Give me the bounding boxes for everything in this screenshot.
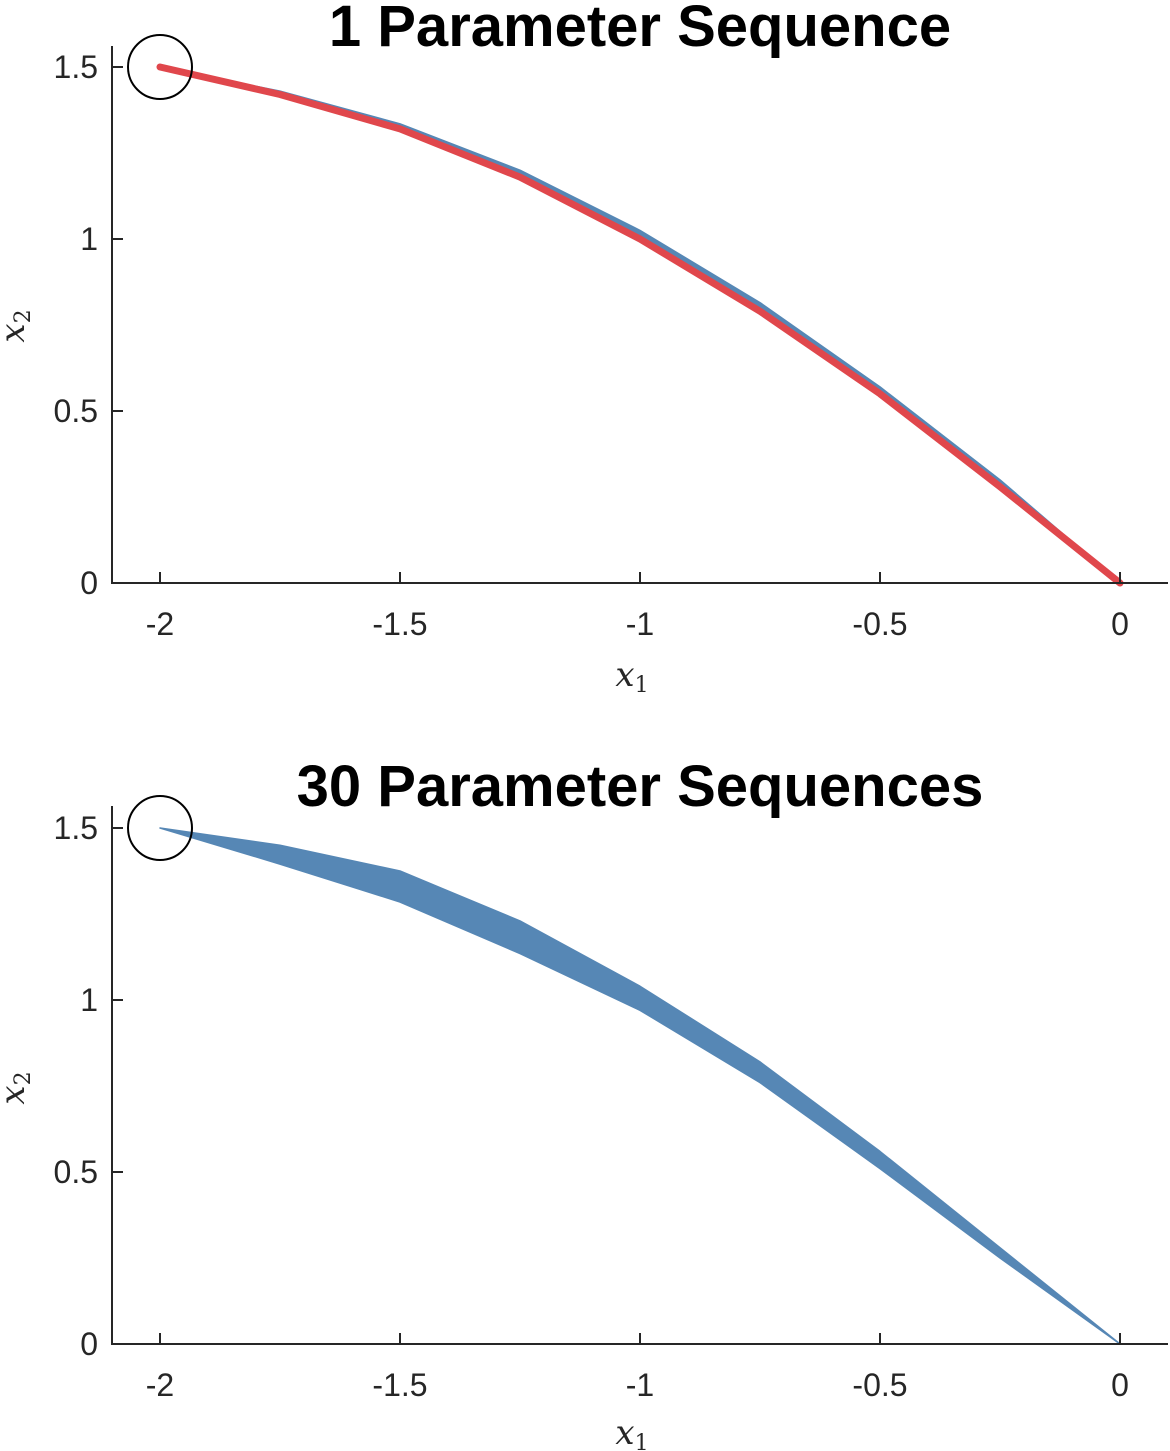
trajectory-band	[159, 827, 1121, 1345]
panel-2: 30 Parameter Sequences -2 -1.5 -1 -0.5 0 0 0.…	[0, 754, 1168, 1451]
panel-1-x-axis-label: x1	[615, 655, 648, 698]
series-line-1	[156, 63, 1124, 587]
panel-2-y-ticks: 0 0.5 1 1.5	[54, 810, 123, 1362]
y-tick-label: 1	[80, 221, 98, 257]
y-tick-label: 0	[80, 565, 98, 601]
panel-1: 1 Parameter Sequence -2 -1.5 -1 -0.5 0 0 0.5 1…	[0, 0, 1168, 698]
x-tick-label: -1	[626, 1367, 654, 1403]
panel-1-y-axis-label: x2	[0, 309, 36, 342]
x-tick-label: -0.5	[852, 1367, 907, 1403]
panel-1-x-ticks: -2 -1.5 -1 -0.5 0	[146, 572, 1129, 642]
trajectory-band	[159, 66, 1121, 584]
x-tick-label: 0	[1111, 606, 1129, 642]
panel-2-plot-area	[127, 795, 1121, 1345]
x-tick-label: 0	[1111, 1367, 1129, 1403]
panel-2-x-axis-label: x1	[615, 1413, 648, 1451]
panel-1-plot-area	[127, 34, 1124, 587]
y-tick-label: 1.5	[54, 49, 98, 85]
panel-1-y-ticks: 0 0.5 1 1.5	[54, 49, 123, 601]
x-tick-label: -1	[626, 606, 654, 642]
y-tick-label: 0.5	[54, 393, 98, 429]
y-tick-label: 0.5	[54, 1154, 98, 1190]
panel-2-title: 30 Parameter Sequences	[297, 754, 984, 819]
x-tick-label: -1.5	[372, 606, 427, 642]
panel-2-y-axis-label: x2	[0, 1071, 36, 1104]
x-tick-label: -1.5	[372, 1367, 427, 1403]
x-tick-label: -0.5	[852, 606, 907, 642]
start-marker	[127, 795, 193, 861]
y-tick-label: 0	[80, 1326, 98, 1362]
y-tick-label: 1.5	[54, 810, 98, 846]
x-tick-label: -2	[146, 606, 174, 642]
start-marker	[127, 34, 193, 100]
x-tick-label: -2	[146, 1367, 174, 1403]
y-tick-label: 1	[80, 982, 98, 1018]
panel-2-x-ticks: -2 -1.5 -1 -0.5 0	[146, 1333, 1129, 1403]
panel-1-title: 1 Parameter Sequence	[329, 0, 951, 59]
